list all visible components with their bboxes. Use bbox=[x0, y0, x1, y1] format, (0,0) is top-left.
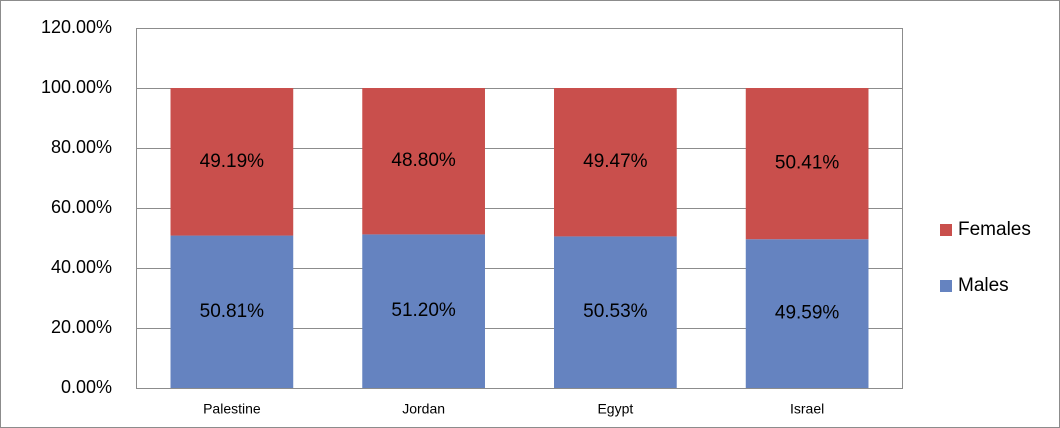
bar-segment bbox=[362, 234, 485, 388]
data-label: 51.20% bbox=[391, 300, 456, 321]
bar-segment bbox=[362, 88, 485, 235]
data-label: 50.53% bbox=[583, 301, 648, 322]
bar-segment bbox=[554, 88, 677, 237]
bar-segment bbox=[745, 239, 869, 388]
x-tick-label: Israel bbox=[790, 401, 824, 417]
x-tick-label: Jordan bbox=[402, 401, 445, 417]
data-label: 49.47% bbox=[583, 151, 648, 172]
data-label: 50.81% bbox=[200, 301, 265, 322]
bar-segment bbox=[170, 88, 294, 236]
y-tick-label: 120.00% bbox=[41, 17, 112, 37]
bar-segment bbox=[554, 236, 677, 388]
y-tick-label: 100.00% bbox=[41, 77, 112, 97]
legend-swatch bbox=[940, 224, 952, 236]
y-tick-label: 80.00% bbox=[51, 137, 112, 157]
y-tick-label: 0.00% bbox=[61, 377, 112, 397]
data-label: 49.19% bbox=[200, 151, 265, 172]
legend-swatch bbox=[940, 280, 952, 292]
x-tick-label: Egypt bbox=[597, 401, 633, 417]
data-label: 49.59% bbox=[775, 303, 840, 324]
data-label: 50.41% bbox=[775, 153, 840, 174]
data-label: 48.80% bbox=[391, 150, 456, 171]
y-tick-label: 60.00% bbox=[51, 197, 112, 217]
legend-label: Males bbox=[958, 275, 1009, 296]
x-tick-label: Palestine bbox=[203, 401, 261, 417]
bar-segment bbox=[170, 235, 294, 388]
legend-label: Females bbox=[958, 219, 1031, 240]
y-tick-label: 20.00% bbox=[51, 317, 112, 337]
bar-segment bbox=[745, 88, 869, 240]
y-tick-label: 40.00% bbox=[51, 257, 112, 277]
